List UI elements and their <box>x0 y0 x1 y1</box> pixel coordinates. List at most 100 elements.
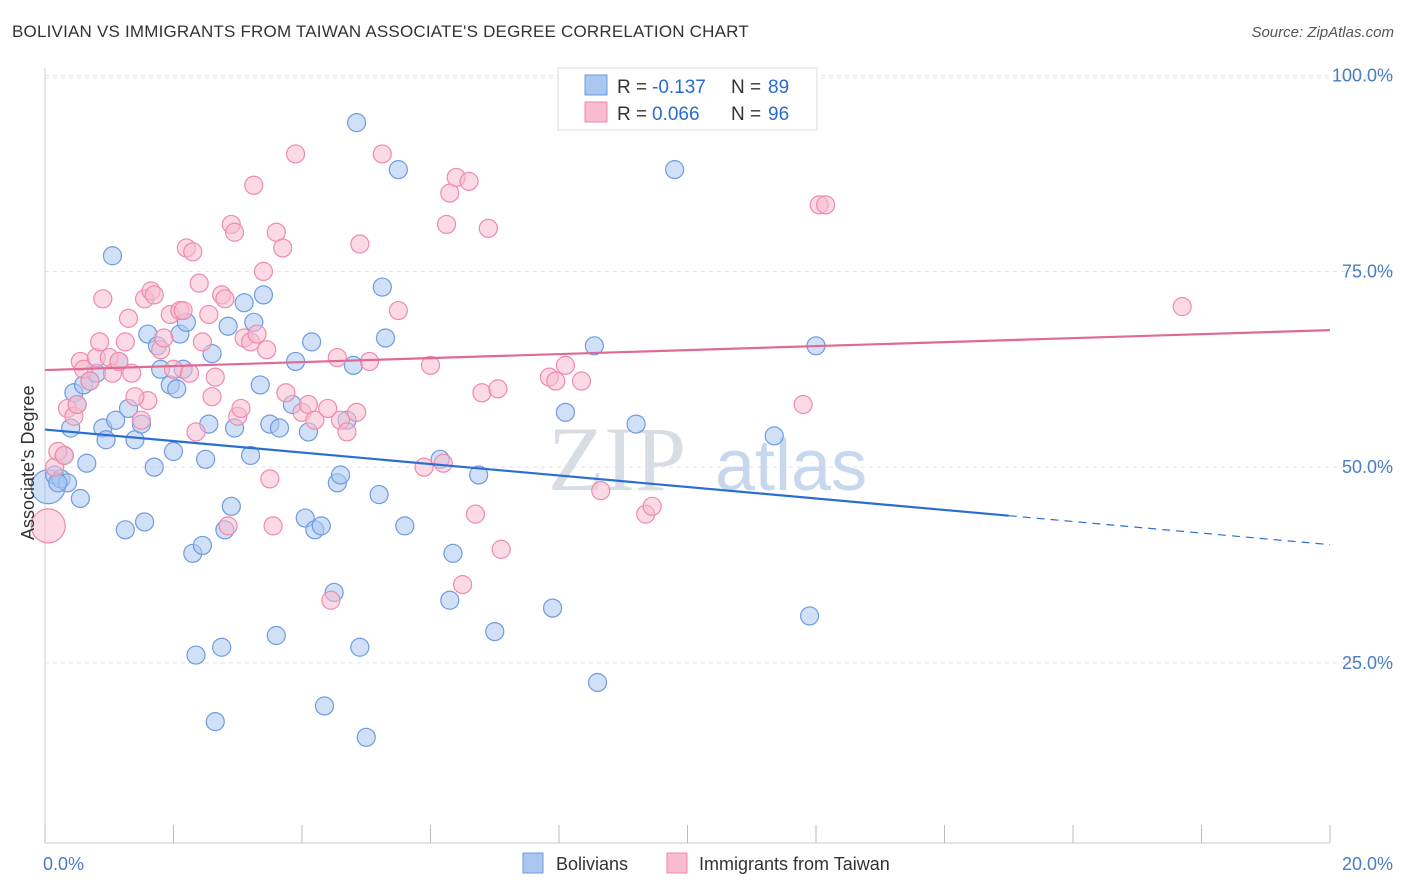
taiwan-point-29 <box>173 300 193 321</box>
legend-swatch-blue <box>584 74 608 96</box>
bolivian-point-72 <box>485 621 505 642</box>
taiwan-point-66 <box>347 402 367 422</box>
x-tick-right: 20.0% <box>1342 854 1393 874</box>
bolivian-point-36 <box>212 637 232 657</box>
bolivian-point-84 <box>167 379 187 399</box>
taiwan-point-53 <box>263 516 283 536</box>
watermark-zip: ZIP <box>548 408 686 510</box>
taiwan-point-41 <box>218 516 238 536</box>
bolivian-point-43 <box>250 375 270 395</box>
taiwan-point-72 <box>420 355 441 375</box>
bottom-legend-swatch-pink <box>666 852 688 874</box>
trend-lines <box>44 329 1331 546</box>
taiwan-point-3 <box>54 445 74 466</box>
bottom-legend-label-pink: Immigrants from Taiwan <box>699 854 890 874</box>
legend-n-label-blue: N = <box>731 77 761 98</box>
taiwan-point-91 <box>793 394 813 415</box>
taiwan-point-93 <box>816 195 836 215</box>
bolivian-point-57 <box>330 465 351 485</box>
source-label: Source: ZipAtlas.com <box>1251 24 1394 41</box>
taiwan-point-40 <box>215 289 235 309</box>
bolivian-point-38 <box>218 316 238 336</box>
bolivian-point-40 <box>234 293 254 313</box>
taiwan-point-50 <box>253 261 274 282</box>
taiwan-point-9 <box>80 371 100 391</box>
y-axis-label: Associate's Degree <box>18 385 38 540</box>
bolivian-point-53 <box>311 516 331 536</box>
bolivian-point-64 <box>372 277 392 297</box>
taiwan-point-74 <box>436 214 457 235</box>
bolivian-point-41 <box>241 445 261 466</box>
bolivian-point-74 <box>555 402 576 422</box>
trend-line-bolivians-extension <box>1008 515 1331 546</box>
y-tick-labels: 25.0% 50.0% 75.0% 100.0% <box>1332 66 1393 673</box>
taiwan-point-55 <box>273 238 293 258</box>
taiwan-point-77 <box>453 575 473 595</box>
bolivian-point-61 <box>350 637 370 657</box>
legend-r-label-blue: R = <box>617 77 647 98</box>
taiwan-point-34 <box>189 273 209 293</box>
x-tick-left: 0.0% <box>43 854 84 874</box>
bolivian-point-8 <box>70 488 90 509</box>
series-bolivians <box>30 113 826 747</box>
taiwan-point-65 <box>337 422 357 442</box>
taiwan-point-87 <box>571 371 592 391</box>
bolivian-point-87 <box>48 473 68 493</box>
taiwan-point-60 <box>305 410 325 430</box>
taiwan-point-73 <box>433 453 453 473</box>
taiwan-point-52 <box>260 469 280 489</box>
bolivian-point-67 <box>395 516 415 536</box>
watermark: ZIP atlas <box>548 408 867 510</box>
taiwan-point-43 <box>224 222 245 242</box>
chart-title: BOLIVIAN VS IMMIGRANTS FROM TAIWAN ASSOC… <box>12 22 749 41</box>
bolivian-point-82 <box>102 246 123 266</box>
taiwan-point-94 <box>1172 297 1192 317</box>
bolivian-point-30 <box>186 645 206 665</box>
taiwan-point-12 <box>93 289 113 309</box>
taiwan-point-0 <box>30 508 66 544</box>
legend-n-value-blue: 89 <box>768 77 789 98</box>
trend-line-bolivians <box>44 428 1009 517</box>
legend-n-label-pink: N = <box>731 104 761 125</box>
taiwan-point-17 <box>118 308 139 328</box>
taiwan-point-70 <box>388 300 408 321</box>
bolivian-point-14 <box>106 410 126 430</box>
taiwan-point-69 <box>372 144 392 164</box>
bolivian-point-70 <box>443 543 463 563</box>
taiwan-point-15 <box>109 351 129 372</box>
bolivian-point-21 <box>144 457 164 477</box>
bolivian-point-51 <box>302 332 322 352</box>
taiwan-point-81 <box>478 218 498 238</box>
taiwan-point-71 <box>414 457 434 477</box>
bolivian-point-77 <box>626 414 646 434</box>
taiwan-point-68 <box>359 351 380 372</box>
bolivian-point-79 <box>764 426 784 446</box>
bolivian-point-54 <box>314 696 335 716</box>
taiwan-point-16 <box>115 332 135 352</box>
bolivian-point-80 <box>799 606 820 626</box>
taiwan-point-86 <box>555 355 576 375</box>
bolivian-point-73 <box>542 598 563 618</box>
grid <box>45 75 1393 664</box>
taiwan-point-35 <box>192 332 213 352</box>
legend-r-value-blue: -0.137 <box>652 77 706 98</box>
taiwan-point-18 <box>122 363 142 383</box>
legend-n-value-pink: 96 <box>768 104 789 125</box>
bolivian-point-35 <box>205 712 225 732</box>
taiwan-point-80 <box>472 383 492 403</box>
bolivian-point-63 <box>369 484 389 505</box>
bolivian-point-75 <box>584 336 604 356</box>
taiwan-point-38 <box>205 367 225 387</box>
taiwan-point-57 <box>285 144 306 164</box>
taiwan-point-49 <box>247 324 267 344</box>
taiwan-point-19 <box>131 410 151 430</box>
bolivian-point-65 <box>375 328 396 348</box>
taiwan-point-33 <box>186 422 206 442</box>
taiwan-point-88 <box>591 481 611 501</box>
taiwan-point-85 <box>546 371 566 391</box>
y-tick-label-1: 50.0% <box>1342 457 1393 477</box>
axes <box>44 68 1331 844</box>
bolivian-point-45 <box>266 625 286 646</box>
bolivian-point-60 <box>347 113 367 133</box>
